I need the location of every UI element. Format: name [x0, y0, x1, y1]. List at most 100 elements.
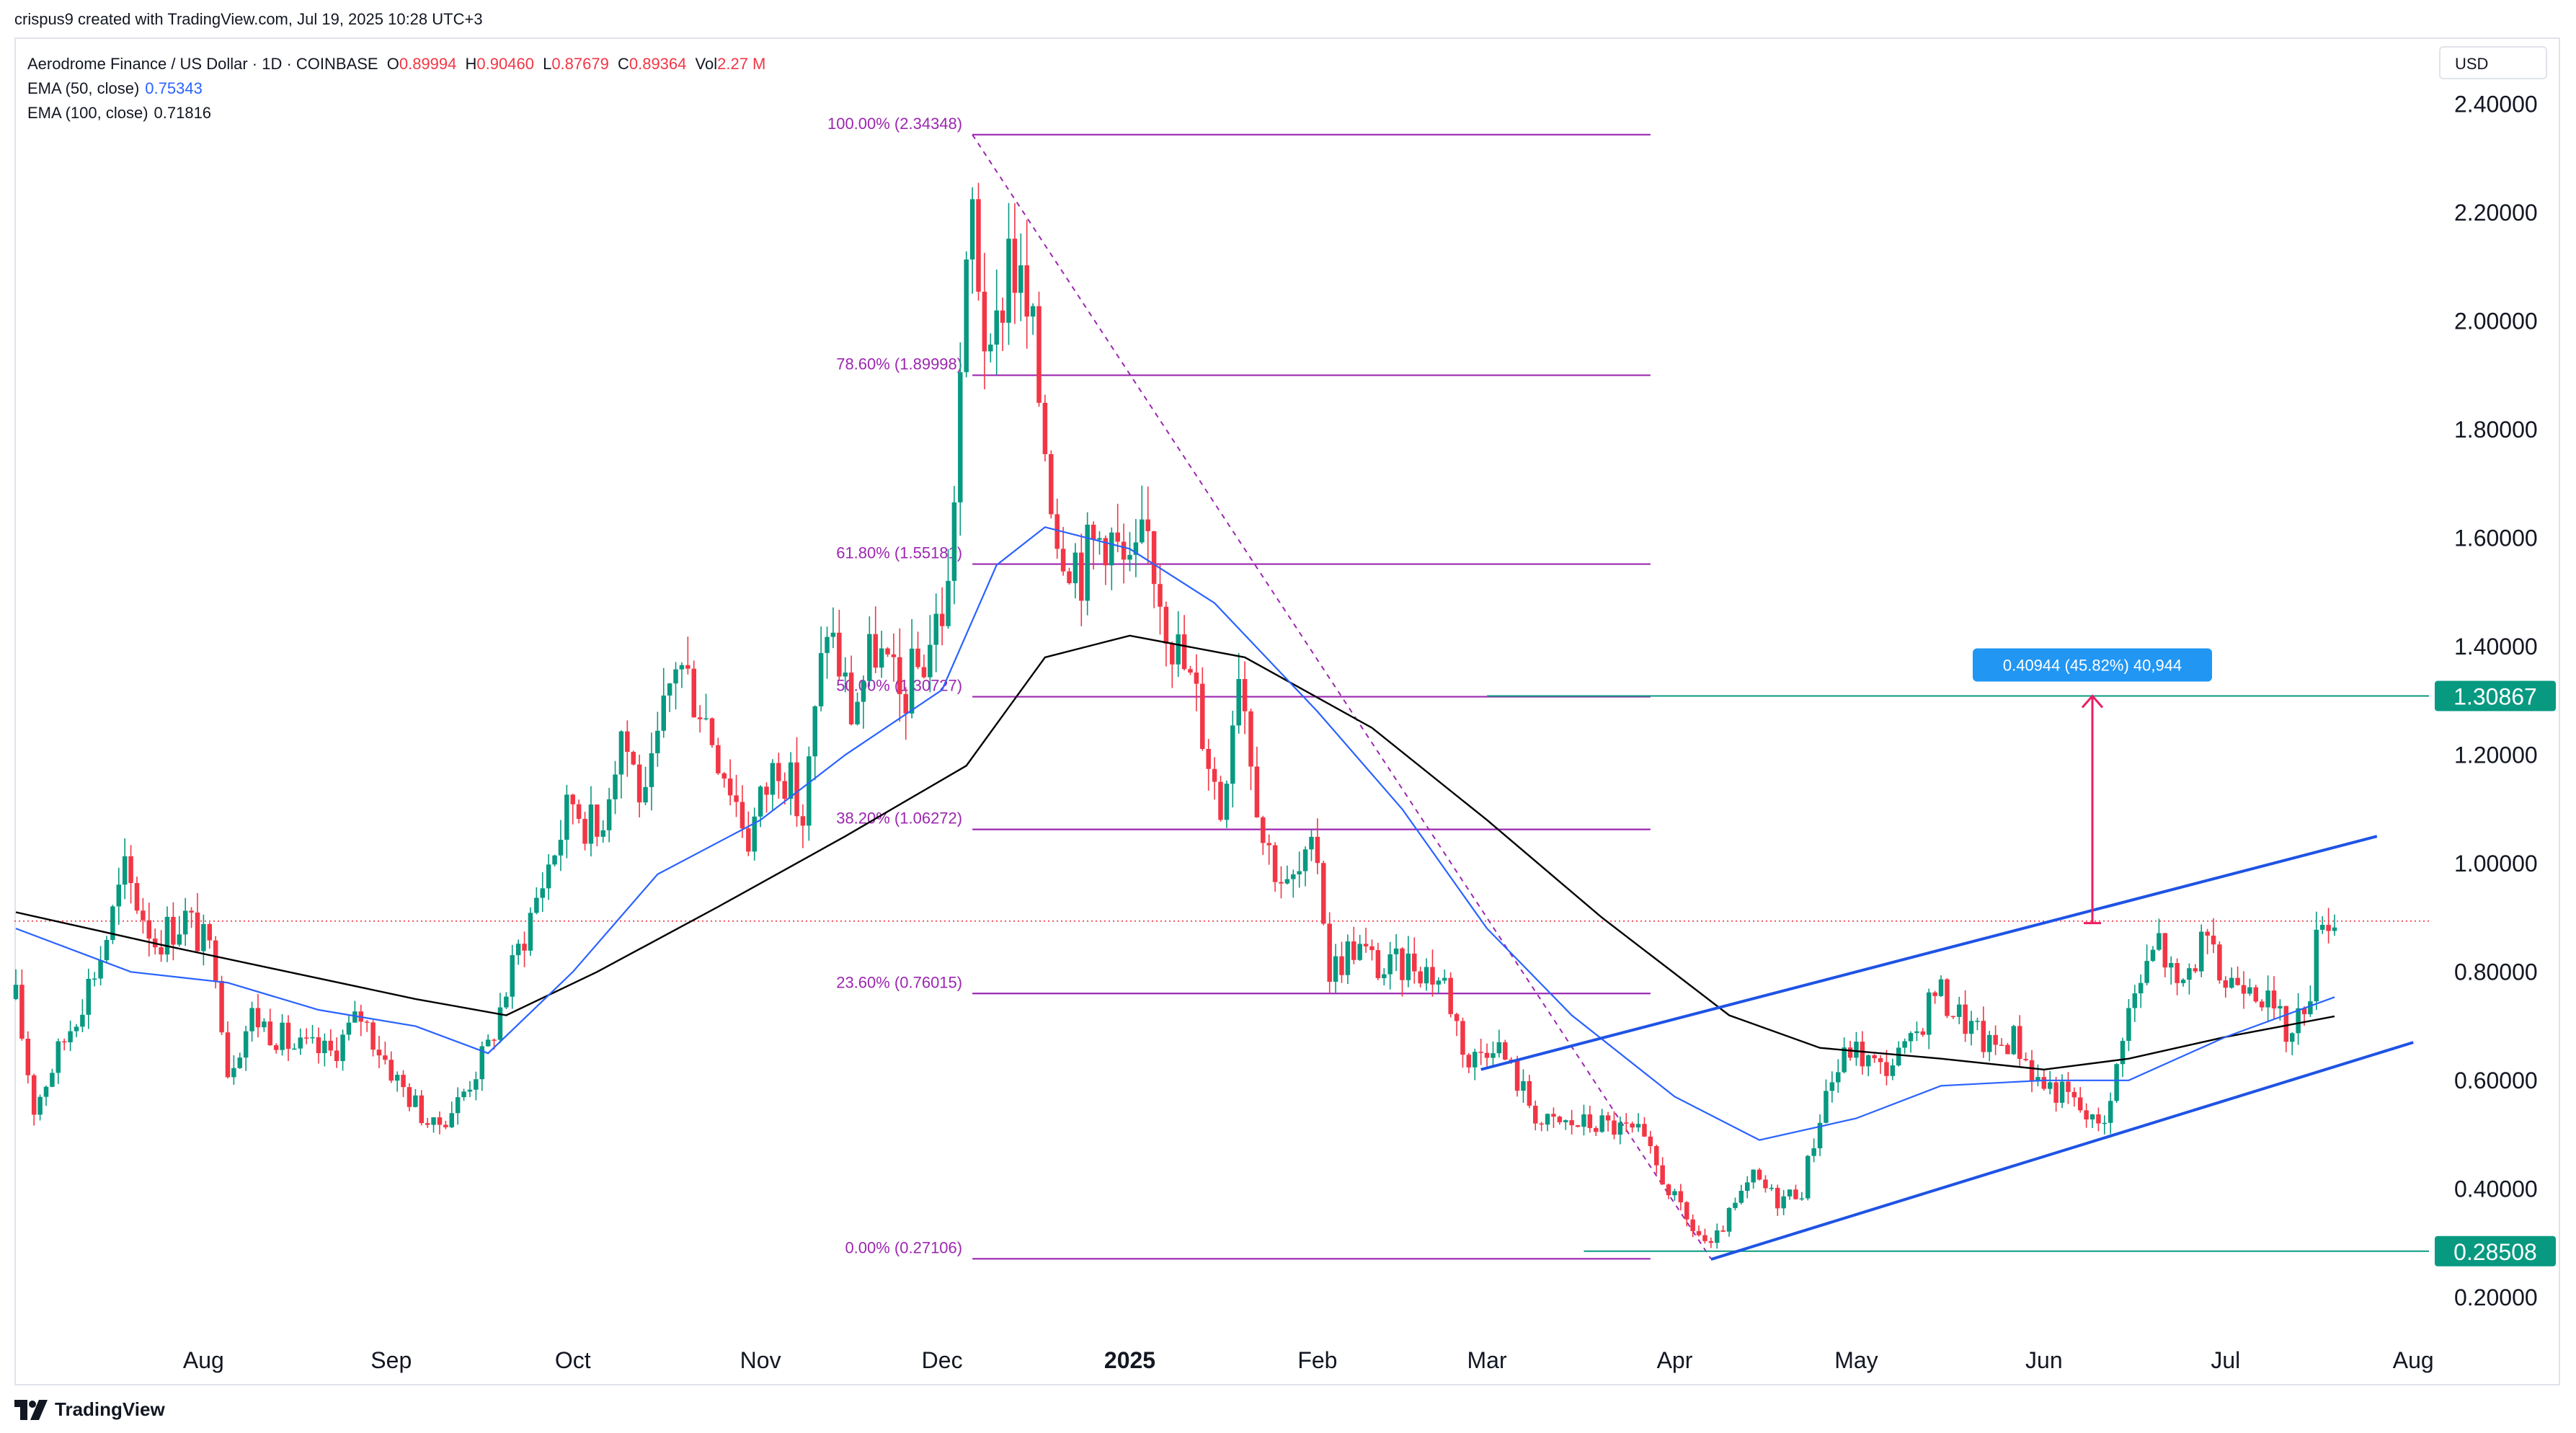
measure-tooltip-text: 0.40944 (45.82%) 40,944	[2003, 657, 2182, 675]
candle	[606, 787, 612, 843]
x-tick-label: Sep	[370, 1347, 412, 1373]
candle	[467, 1081, 473, 1098]
candle	[2084, 1103, 2089, 1128]
candle-body	[1624, 1122, 1629, 1124]
candle-body	[298, 1037, 303, 1049]
ema100-row[interactable]: EMA (100, close) 0.71816	[27, 101, 765, 125]
candle	[1514, 1055, 1520, 1097]
candle-body	[1981, 1021, 1986, 1052]
candle-body	[98, 959, 103, 979]
candle-body	[1176, 634, 1181, 665]
candle	[1926, 988, 1932, 1050]
candle-body	[812, 706, 817, 757]
candle-body	[2180, 980, 2186, 983]
candle	[104, 936, 110, 964]
candle	[1557, 1115, 1563, 1125]
candle	[1484, 1043, 1490, 1067]
candle-body	[1375, 950, 1381, 978]
chart-frame[interactable]	[14, 37, 2560, 1385]
candle	[1986, 1031, 1992, 1062]
candle-body	[558, 840, 564, 856]
ema50-label: EMA (50, close)	[27, 79, 140, 97]
candle-body	[292, 1048, 297, 1050]
candle-body	[1787, 1189, 1793, 1197]
candle-body	[1042, 402, 1048, 455]
candle-body	[976, 199, 981, 292]
candle	[1363, 927, 1369, 953]
candle-body	[776, 763, 781, 781]
candle	[2089, 1114, 2095, 1128]
candle	[298, 1028, 303, 1055]
candle-body	[1793, 1189, 1798, 1199]
candle-body	[159, 947, 164, 955]
candle-body	[1775, 1187, 1780, 1209]
candle	[1424, 958, 1429, 991]
candle-body	[2041, 1077, 2047, 1089]
candle	[673, 662, 678, 710]
candle	[933, 593, 938, 673]
candle	[1666, 1183, 1671, 1199]
candle	[43, 1085, 49, 1106]
candle-body	[1551, 1114, 1556, 1117]
candle	[595, 804, 600, 846]
candle-body	[570, 794, 576, 804]
candle-body	[1454, 1013, 1460, 1021]
candle-body	[843, 673, 848, 677]
candle	[2326, 908, 2331, 944]
candle	[2157, 918, 2162, 951]
candle	[964, 251, 969, 378]
candle-body	[2120, 1041, 2126, 1065]
candle-body	[1817, 1122, 1823, 1149]
candle-body	[1109, 532, 1114, 566]
y-axis: 2.40000 2.20000 2.00000 1.80000 1.60000 1.400…	[2454, 91, 2538, 1310]
candle-body	[443, 1124, 448, 1127]
ema50-row[interactable]: EMA (50, close) 0.75343	[27, 76, 765, 101]
candle-body	[1327, 923, 1332, 982]
candle	[1097, 531, 1102, 555]
candle	[262, 1018, 267, 1032]
candle	[1811, 1138, 1816, 1163]
candle-body	[758, 786, 763, 817]
currency-selector[interactable]: USD	[2439, 46, 2547, 79]
candle	[921, 655, 927, 679]
candle	[2162, 933, 2168, 977]
candle	[1012, 203, 1018, 324]
candle-body	[2259, 1001, 2265, 1008]
candle	[2205, 928, 2210, 954]
candle	[2138, 974, 2144, 1008]
candle-body	[1539, 1123, 1544, 1125]
candle-body	[909, 648, 915, 714]
candle	[1072, 543, 1078, 599]
candle-body	[1163, 606, 1169, 644]
candle	[2132, 985, 2138, 1022]
candle	[1387, 941, 1393, 990]
candle	[1533, 1100, 1538, 1131]
candle-body	[25, 1038, 31, 1075]
symbol-label[interactable]: Aerodrome Finance / US Dollar · 1D · COI…	[27, 55, 378, 73]
candle	[582, 812, 587, 851]
tradingview-logo[interactable]: TradingView	[14, 1398, 165, 1421]
y-tick-label: 1.80000	[2454, 417, 2538, 443]
candle	[461, 1088, 466, 1101]
candle-body	[1018, 265, 1023, 293]
candle	[752, 807, 757, 861]
candle-body	[388, 1060, 394, 1081]
candle	[837, 609, 842, 680]
candle-body	[303, 1037, 309, 1039]
candle-body	[1545, 1114, 1550, 1125]
candle-body	[1726, 1207, 1732, 1232]
candle-body	[1357, 944, 1362, 960]
candle	[909, 618, 915, 719]
candle	[358, 1005, 364, 1037]
candle-body	[1847, 1047, 1853, 1058]
candle	[455, 1087, 461, 1125]
candle-body	[474, 1079, 479, 1090]
candle-body	[225, 1032, 231, 1078]
candle	[1030, 303, 1036, 335]
candle-body	[595, 804, 600, 837]
candle-body	[1140, 519, 1145, 543]
candle	[1357, 934, 1362, 962]
candle	[685, 636, 690, 675]
candle	[982, 252, 987, 390]
